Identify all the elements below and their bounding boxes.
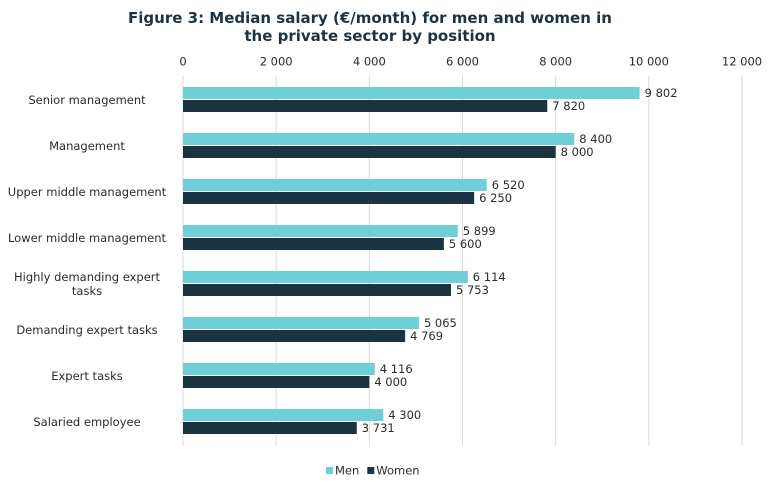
value-label: 5 899	[463, 224, 496, 238]
value-label: 6 114	[473, 270, 506, 284]
category-label: Senior management	[28, 93, 146, 107]
bar	[183, 317, 419, 329]
legend-label: Women	[376, 464, 419, 478]
value-label: 4 116	[380, 362, 413, 376]
bar	[183, 363, 375, 375]
value-label: 6 250	[479, 191, 512, 205]
category-label: Salaried employee	[33, 415, 141, 429]
x-tick-label: 6 000	[446, 55, 479, 69]
x-tick-label: 4 000	[353, 55, 386, 69]
value-label: 5 753	[456, 283, 489, 297]
value-label: 8 400	[579, 132, 612, 146]
value-label: 4 300	[388, 408, 421, 422]
bar	[183, 422, 357, 434]
category-label: Demanding expert tasks	[16, 323, 158, 337]
x-tick-label: 12 000	[722, 55, 762, 69]
bar	[183, 330, 406, 342]
value-label: 6 520	[492, 178, 525, 192]
bar	[183, 284, 451, 296]
x-tick-label: 0	[179, 55, 186, 69]
category-label: Upper middle management	[7, 185, 167, 199]
value-label: 5 600	[449, 237, 482, 251]
bar	[183, 100, 548, 112]
bar	[183, 87, 640, 99]
bar	[183, 409, 384, 421]
bar	[183, 192, 475, 204]
bar	[183, 376, 370, 388]
category-label: Management	[49, 139, 125, 153]
bar	[183, 225, 458, 237]
x-tick-label: 10 000	[629, 55, 669, 69]
value-label: 9 802	[645, 86, 678, 100]
x-tick-label: 2 000	[260, 55, 293, 69]
value-label: 4 769	[410, 329, 443, 343]
bar	[183, 179, 487, 191]
legend-swatch	[367, 467, 375, 474]
bar	[183, 271, 468, 283]
bar	[183, 133, 575, 145]
chart-title: Figure 3: Median salary (€/month) for me…	[128, 9, 612, 45]
category-label: Highly demanding expert tasks	[13, 270, 161, 298]
bar	[183, 146, 556, 158]
value-label: 3 731	[362, 421, 395, 435]
value-label: 8 000	[561, 145, 594, 159]
legend-swatch	[326, 467, 333, 474]
value-label: 4 000	[374, 375, 407, 389]
value-label: 7 820	[552, 99, 585, 113]
bar	[183, 238, 444, 250]
category-label: Lower middle management	[7, 231, 167, 245]
legend-label: Men	[335, 464, 359, 478]
value-label: 5 065	[424, 316, 457, 330]
category-label: Expert tasks	[51, 369, 123, 383]
x-tick-label: 8 000	[539, 55, 572, 69]
